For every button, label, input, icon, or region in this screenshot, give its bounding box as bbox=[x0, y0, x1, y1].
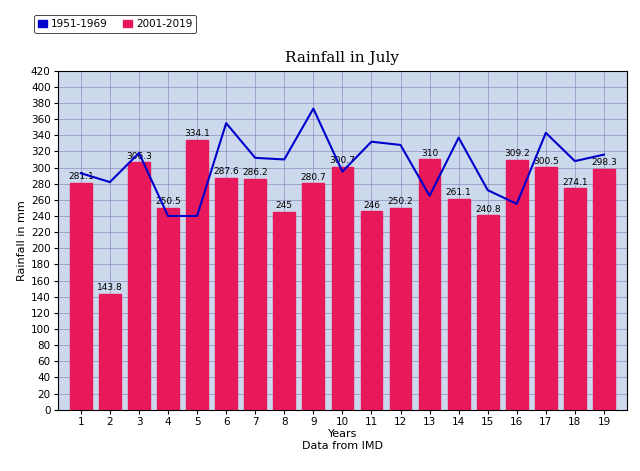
Text: 280.7: 280.7 bbox=[300, 172, 326, 181]
1951-1969 bbox=[193, 213, 201, 219]
Text: 306.3: 306.3 bbox=[126, 152, 152, 161]
1951-1969 bbox=[513, 201, 520, 207]
Bar bbox=[419, 160, 440, 410]
Title: Rainfall in July: Rainfall in July bbox=[285, 51, 399, 65]
Bar bbox=[186, 140, 208, 410]
1951-1969 bbox=[164, 213, 172, 219]
Text: 300.7: 300.7 bbox=[330, 156, 355, 165]
Text: 310: 310 bbox=[421, 149, 438, 158]
1951-1969 bbox=[367, 139, 375, 145]
Text: 245: 245 bbox=[276, 201, 292, 211]
Text: 240.8: 240.8 bbox=[475, 205, 500, 214]
1951-1969 bbox=[455, 135, 463, 140]
Bar bbox=[390, 208, 412, 410]
Bar bbox=[215, 178, 237, 410]
Text: 250.2: 250.2 bbox=[388, 197, 413, 206]
Bar bbox=[157, 208, 179, 410]
Bar bbox=[273, 212, 295, 410]
Text: 143.8: 143.8 bbox=[97, 283, 123, 292]
Text: 246: 246 bbox=[363, 201, 380, 210]
Bar bbox=[593, 169, 615, 410]
Legend: 1951-1969, 2001-2019: 1951-1969, 2001-2019 bbox=[35, 15, 196, 33]
X-axis label: Years
Data from IMD: Years Data from IMD bbox=[302, 430, 383, 451]
Bar bbox=[535, 167, 557, 410]
Bar bbox=[99, 293, 121, 410]
Text: 309.2: 309.2 bbox=[504, 149, 530, 159]
Bar bbox=[360, 211, 382, 410]
1951-1969 bbox=[542, 130, 550, 136]
Y-axis label: Rainfall in mm: Rainfall in mm bbox=[17, 200, 27, 281]
1951-1969 bbox=[222, 120, 230, 126]
Bar bbox=[332, 167, 353, 410]
1951-1969 bbox=[77, 171, 84, 176]
1951-1969 bbox=[280, 157, 288, 162]
Bar bbox=[244, 179, 266, 410]
Text: 261.1: 261.1 bbox=[446, 188, 472, 197]
1951-1969 bbox=[106, 179, 114, 185]
1951-1969 bbox=[571, 158, 579, 164]
1951-1969 bbox=[135, 150, 143, 156]
Text: 281.1: 281.1 bbox=[68, 172, 93, 181]
Bar bbox=[70, 183, 92, 410]
1951-1969 bbox=[426, 193, 433, 199]
Text: 334.1: 334.1 bbox=[184, 130, 210, 138]
Bar bbox=[128, 162, 150, 410]
Bar bbox=[506, 160, 527, 410]
Text: 286.2: 286.2 bbox=[243, 168, 268, 177]
1951-1969 bbox=[310, 106, 317, 112]
Text: 298.3: 298.3 bbox=[591, 158, 617, 167]
Bar bbox=[303, 183, 324, 410]
1951-1969 bbox=[252, 155, 259, 161]
Bar bbox=[564, 188, 586, 410]
1951-1969 bbox=[339, 169, 346, 174]
1951-1969 bbox=[600, 152, 608, 157]
Bar bbox=[477, 215, 499, 410]
Text: 287.6: 287.6 bbox=[213, 167, 239, 176]
1951-1969 bbox=[397, 142, 404, 148]
Bar bbox=[448, 199, 470, 410]
Text: 274.1: 274.1 bbox=[562, 178, 588, 187]
Text: 250.5: 250.5 bbox=[155, 197, 181, 206]
Line: 1951-1969: 1951-1969 bbox=[81, 109, 604, 216]
Text: 300.5: 300.5 bbox=[533, 156, 559, 165]
1951-1969 bbox=[484, 187, 492, 193]
